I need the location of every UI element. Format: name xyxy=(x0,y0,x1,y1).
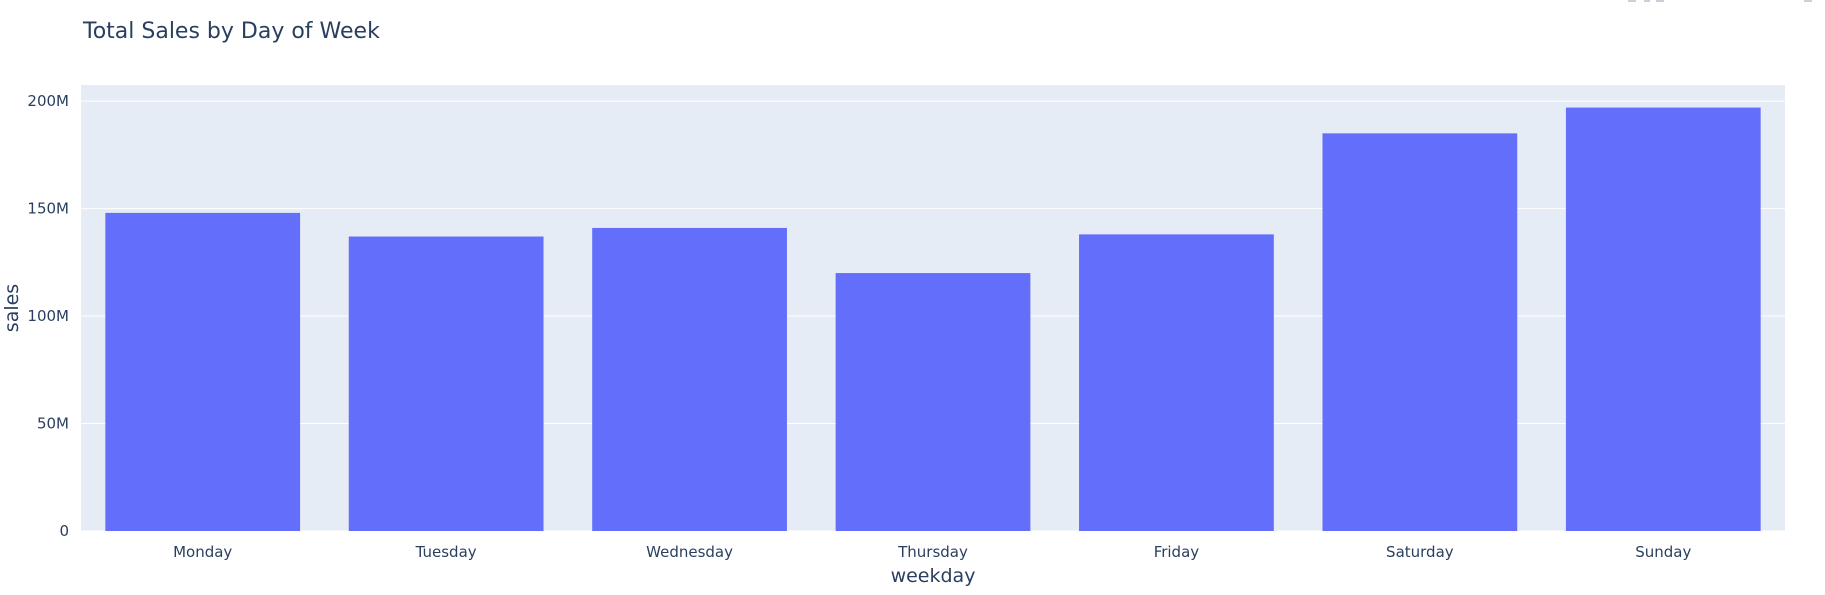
y-axis-title: sales xyxy=(1,284,23,332)
modebar-reset-icon[interactable] xyxy=(1804,0,1812,2)
y-tick-label: 100M xyxy=(27,307,69,325)
y-tick-label: 200M xyxy=(27,92,69,110)
modebar-camera-icon[interactable] xyxy=(1628,0,1636,2)
modebar-zoom-icon[interactable] xyxy=(1644,0,1650,2)
modebar-pan-icon[interactable] xyxy=(1656,0,1664,2)
bar-sunday[interactable] xyxy=(1566,108,1761,531)
chart-title: Total Sales by Day of Week xyxy=(82,19,380,44)
x-tick-label-wednesday: Wednesday xyxy=(646,543,733,561)
bar-wednesday[interactable] xyxy=(592,228,787,531)
x-tick-label-saturday: Saturday xyxy=(1386,543,1454,561)
x-tick-label-friday: Friday xyxy=(1154,543,1200,561)
y-tick-label: 150M xyxy=(27,200,69,218)
y-tick-label: 0 xyxy=(59,522,69,540)
bar-thursday[interactable] xyxy=(836,273,1031,531)
bar-monday[interactable] xyxy=(105,213,300,531)
y-tick-labels: 0 50M 100M 150M 200M xyxy=(27,92,69,540)
bar-saturday[interactable] xyxy=(1322,133,1517,531)
y-tick-label: 50M xyxy=(37,415,69,433)
bar-friday[interactable] xyxy=(1079,234,1274,531)
x-tick-label-thursday: Thursday xyxy=(897,543,968,561)
x-tick-labels: Monday Tuesday Wednesday Thursday Friday Satu… xyxy=(173,543,1691,561)
x-tick-label-monday: Monday xyxy=(173,543,232,561)
x-tick-label-tuesday: Tuesday xyxy=(415,543,477,561)
bar-tuesday[interactable] xyxy=(349,237,544,531)
x-tick-label-sunday: Sunday xyxy=(1635,543,1691,561)
modebar xyxy=(1628,0,1812,2)
x-axis-title: weekday xyxy=(891,565,976,587)
